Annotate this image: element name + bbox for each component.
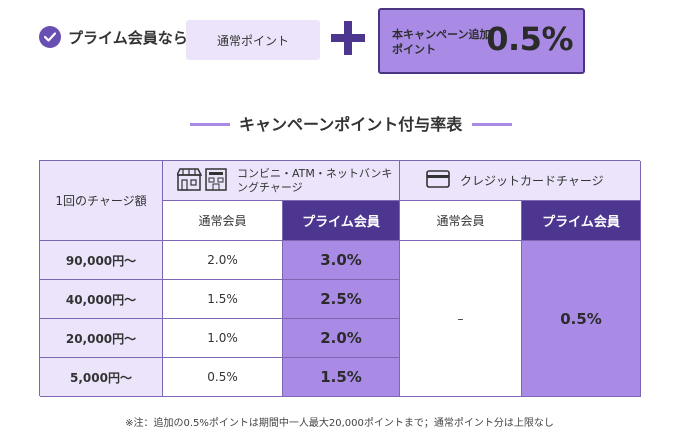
card-normal-value: – [400,241,522,397]
table-row-amount: 5,000円〜 [40,358,163,397]
store-icon [175,167,229,194]
footnote: ※注：追加の0.5%ポイントは期間中一人最大20,000ポイントまで；通常ポイン… [125,418,554,429]
table-row-prime: 1.5% [283,358,400,397]
prime-condition-label: プライム会員なら [68,29,188,47]
title-decoration-right [472,123,512,126]
card-prime-member-header: プライム会員 [522,201,641,241]
convenience-header-label: コンビニ・ATM・ネットバンキングチャージ [237,166,393,194]
check-icon [39,26,61,48]
card-header-label: クレジットカードチャージ [460,174,604,188]
conv-normal-member-header: 通常会員 [163,201,283,241]
campaign-rate: 0.5% [486,20,573,58]
table-row-normal: 2.0% [163,241,283,280]
table-row-prime: 2.5% [283,280,400,319]
table-title: キャンペーンポイント付与率表 [239,115,463,134]
table-row-prime: 2.0% [283,319,400,358]
plus-icon [329,19,367,57]
campaign-point-label: 本キャンペーン追加ポイント [392,28,491,56]
table-row-amount: 90,000円〜 [40,241,163,280]
title-decoration-left [190,123,230,126]
campaign-point-box: 本キャンペーン追加ポイント 0.5% [378,8,585,74]
convenience-header: コンビニ・ATM・ネットバンキングチャージ [163,161,400,201]
card-normal-member-header: 通常会員 [400,201,522,241]
table-row-normal: 0.5% [163,358,283,397]
amount-header: 1回のチャージ額 [40,161,163,241]
table-row-amount: 40,000円〜 [40,280,163,319]
normal-point-label: 通常ポイント [216,33,289,48]
normal-point-box: 通常ポイント [186,20,320,60]
credit-card-icon [426,170,450,191]
table-row-amount: 20,000円〜 [40,319,163,358]
card-header: クレジットカードチャージ [400,161,641,201]
conv-prime-member-header: プライム会員 [283,201,400,241]
card-prime-value: 0.5% [522,241,641,397]
table-row-prime: 3.0% [283,241,400,280]
point-rate-table: 1回のチャージ額 コンビニ・ATM・ネットバンキングチャージ クレジ [39,160,641,397]
table-row-normal: 1.5% [163,280,283,319]
table-row-normal: 1.0% [163,319,283,358]
